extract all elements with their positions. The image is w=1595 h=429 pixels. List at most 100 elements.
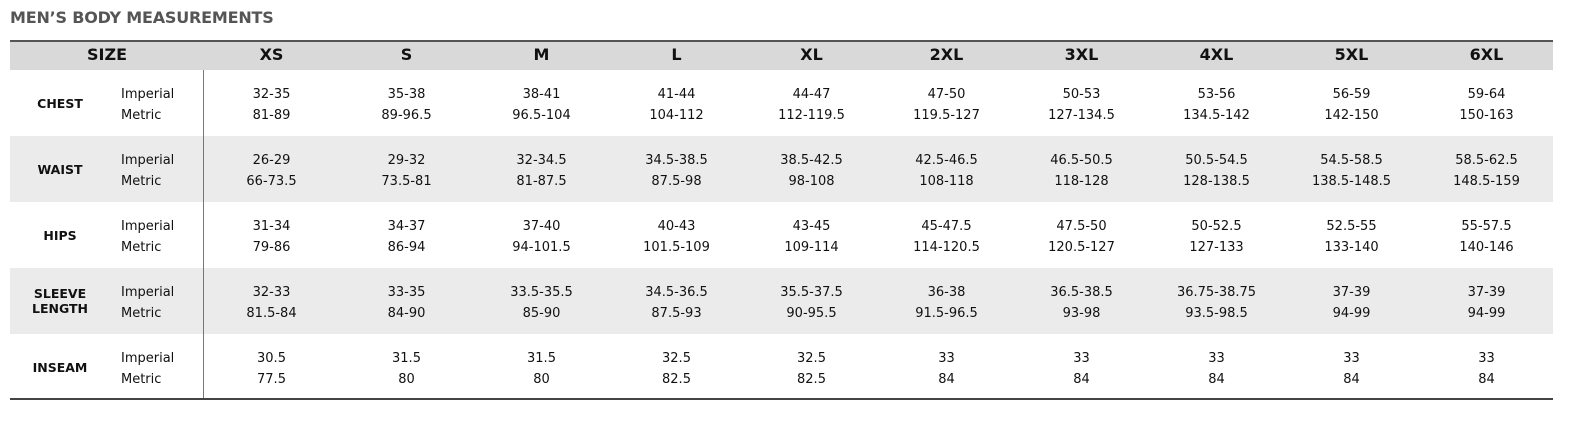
size-header: 5XL bbox=[1334, 45, 1369, 64]
size-header: 6XL bbox=[1469, 45, 1504, 64]
page-title: MEN’S BODY MEASUREMENTS bbox=[10, 8, 274, 27]
measurement: 47.5-50 bbox=[1056, 219, 1107, 234]
measurement: 118-128 bbox=[1054, 174, 1109, 189]
measurement: 120.5-127 bbox=[1048, 240, 1115, 255]
measurement: 42.5-46.5 bbox=[915, 153, 978, 168]
size-header: 4XL bbox=[1199, 45, 1234, 64]
measurement: 101.5-109 bbox=[643, 240, 710, 255]
row-label: INSEAM bbox=[32, 359, 88, 375]
measurement: 134.5-142 bbox=[1183, 108, 1250, 123]
measurement: 29-32 bbox=[387, 153, 426, 168]
unit-label: Imperial bbox=[121, 219, 175, 234]
measurement: 50-53 bbox=[1062, 87, 1101, 102]
measurement: 59-64 bbox=[1467, 87, 1506, 102]
measurement: 142-150 bbox=[1324, 108, 1379, 123]
measurement: 50.5-54.5 bbox=[1185, 153, 1248, 168]
measurement: 84 bbox=[1343, 372, 1360, 387]
measurement: 36-38 bbox=[927, 285, 966, 300]
measurement: 52.5-55 bbox=[1326, 219, 1377, 234]
size-header: L bbox=[671, 45, 682, 64]
measurement: 33 bbox=[1073, 351, 1090, 366]
measurement: 82.5 bbox=[797, 372, 826, 387]
measurement: 133-140 bbox=[1324, 240, 1379, 255]
measurement: 30.5 bbox=[257, 351, 286, 366]
measurement: 54.5-58.5 bbox=[1320, 153, 1383, 168]
measurement: 45-47.5 bbox=[921, 219, 972, 234]
measurement: 119.5-127 bbox=[913, 108, 980, 123]
measurement: 37-39 bbox=[1467, 285, 1506, 300]
divider bbox=[203, 70, 204, 400]
measurement: 58.5-62.5 bbox=[1455, 153, 1518, 168]
measurement: 32.5 bbox=[797, 351, 826, 366]
measurement: 66-73.5 bbox=[246, 174, 297, 189]
measurement: 32-33 bbox=[252, 285, 291, 300]
measurement: 50-52.5 bbox=[1191, 219, 1242, 234]
measurement: 87.5-93 bbox=[651, 306, 702, 321]
unit-label: Metric bbox=[121, 372, 162, 387]
row-label: CHEST bbox=[37, 95, 83, 111]
measurement: 32.5 bbox=[662, 351, 691, 366]
measurement: 79-86 bbox=[252, 240, 291, 255]
unit-label: Imperial bbox=[121, 153, 175, 168]
row-background bbox=[10, 268, 1553, 334]
header-label: SIZE bbox=[86, 45, 127, 64]
measurement: 31.5 bbox=[527, 351, 556, 366]
measurement: 77.5 bbox=[257, 372, 286, 387]
header-bar bbox=[10, 40, 1553, 70]
measurement: 91.5-96.5 bbox=[915, 306, 978, 321]
measurement: 98-108 bbox=[788, 174, 835, 189]
measurement: 38.5-42.5 bbox=[780, 153, 843, 168]
measurement: 86-94 bbox=[387, 240, 426, 255]
measurement: 32-34.5 bbox=[516, 153, 567, 168]
size-header: 2XL bbox=[929, 45, 964, 64]
unit-label: Imperial bbox=[121, 351, 175, 366]
measurement: 127-134.5 bbox=[1048, 108, 1115, 123]
measurement: 36.5-38.5 bbox=[1050, 285, 1113, 300]
measurement: 33.5-35.5 bbox=[510, 285, 573, 300]
measurement: 81.5-84 bbox=[246, 306, 297, 321]
measurement: 84 bbox=[1208, 372, 1225, 387]
measurement: 41-44 bbox=[657, 87, 696, 102]
measurement: 43-45 bbox=[792, 219, 831, 234]
measurement: 81-89 bbox=[252, 108, 291, 123]
measurement: 80 bbox=[533, 372, 550, 387]
measurement: 82.5 bbox=[662, 372, 691, 387]
measurement: 36.75-38.75 bbox=[1176, 285, 1257, 300]
measurement: 87.5-98 bbox=[651, 174, 702, 189]
measurement: 85-90 bbox=[522, 306, 561, 321]
measurement: 84 bbox=[1073, 372, 1090, 387]
measurement: 96.5-104 bbox=[512, 108, 571, 123]
measurement: 35.5-37.5 bbox=[780, 285, 843, 300]
measurement: 56-59 bbox=[1332, 87, 1371, 102]
measurement: 84-90 bbox=[387, 306, 426, 321]
measurement: 94-99 bbox=[1467, 306, 1506, 321]
size-header: XS bbox=[259, 45, 284, 64]
measurement: 34.5-38.5 bbox=[645, 153, 708, 168]
unit-label: Imperial bbox=[121, 87, 175, 102]
measurement: 94-101.5 bbox=[512, 240, 571, 255]
row-label: WAIST bbox=[37, 161, 83, 177]
measurement: 90-95.5 bbox=[786, 306, 837, 321]
size-header: M bbox=[533, 45, 550, 64]
measurement: 108-118 bbox=[919, 174, 974, 189]
measurement: 32-35 bbox=[252, 87, 291, 102]
measurement: 55-57.5 bbox=[1461, 219, 1512, 234]
measurement: 73.5-81 bbox=[381, 174, 432, 189]
measurement: 38-41 bbox=[522, 87, 561, 102]
row-label: HIPS bbox=[43, 227, 77, 243]
measurement: 33 bbox=[1208, 351, 1225, 366]
measurement: 34-37 bbox=[387, 219, 426, 234]
unit-label: Metric bbox=[121, 174, 162, 189]
measurement: 93.5-98.5 bbox=[1185, 306, 1248, 321]
measurement: 53-56 bbox=[1197, 87, 1236, 102]
unit-label: Metric bbox=[121, 306, 162, 321]
measurement: 26-29 bbox=[252, 153, 291, 168]
measurement: 46.5-50.5 bbox=[1050, 153, 1113, 168]
measurement: 138.5-148.5 bbox=[1311, 174, 1392, 189]
measurement: 31.5 bbox=[392, 351, 421, 366]
unit-label: Metric bbox=[121, 240, 162, 255]
size-header: S bbox=[400, 45, 413, 64]
measurement: 37-40 bbox=[522, 219, 561, 234]
measurement: 34.5-36.5 bbox=[645, 285, 708, 300]
measurement: 128-138.5 bbox=[1183, 174, 1250, 189]
